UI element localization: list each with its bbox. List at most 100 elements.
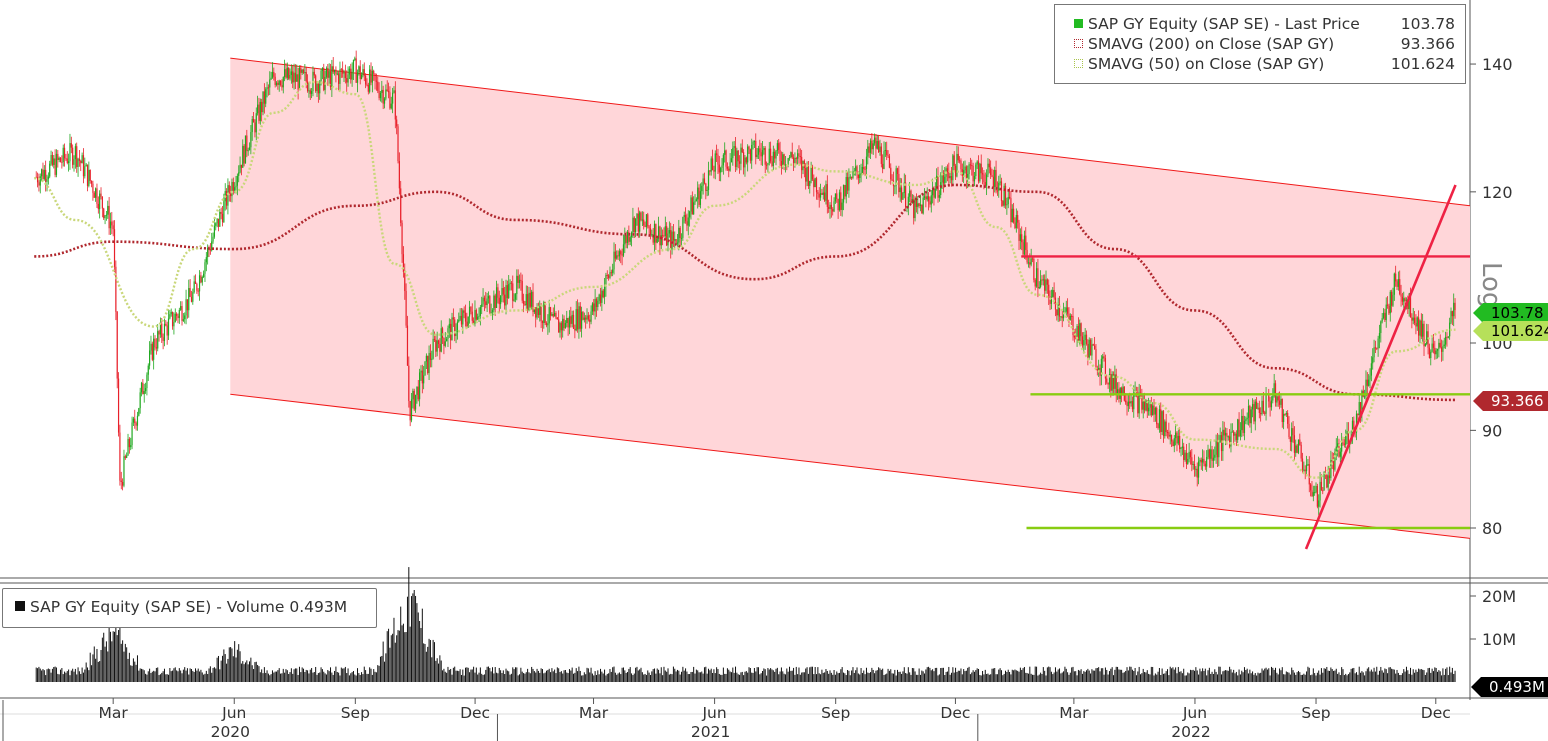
volume-bar xyxy=(762,670,764,682)
volume-bar xyxy=(1342,669,1344,682)
candle-body xyxy=(377,81,379,91)
candle-body xyxy=(595,298,598,307)
candle-body xyxy=(540,306,542,321)
volume-bar xyxy=(1307,666,1309,682)
volume-bar xyxy=(1038,674,1040,682)
volume-bar xyxy=(1196,670,1198,682)
volume-bar xyxy=(695,669,697,682)
volume-bar xyxy=(1233,669,1235,682)
volume-bar xyxy=(771,669,773,682)
volume-bar xyxy=(1167,669,1169,682)
volume-bar xyxy=(1049,667,1051,682)
volume-bar xyxy=(88,670,90,682)
volume-bar xyxy=(1018,671,1020,682)
candle-body xyxy=(1424,343,1426,347)
candle-body xyxy=(1292,428,1294,436)
candle-body xyxy=(884,150,886,152)
volume-bar xyxy=(1261,668,1263,682)
candle-body xyxy=(374,73,376,81)
candle-body xyxy=(1393,273,1395,295)
candle-body xyxy=(359,66,361,79)
candle-body xyxy=(566,317,568,324)
volume-bar xyxy=(1333,670,1335,682)
volume-bar xyxy=(1297,670,1299,682)
volume-bar xyxy=(586,667,588,682)
volume-bar xyxy=(91,665,93,682)
volume-bar xyxy=(703,667,705,682)
volume-bar xyxy=(598,674,600,682)
volume-bar xyxy=(753,667,755,682)
volume-bar xyxy=(906,673,908,682)
candle-body xyxy=(132,418,135,423)
candle-body xyxy=(86,164,89,186)
candle-body xyxy=(234,187,236,191)
candle-body xyxy=(124,456,126,458)
year-label-2021: 2021 xyxy=(691,723,730,741)
volume-bar xyxy=(1427,668,1429,682)
candle-body xyxy=(1366,379,1368,386)
candle-body xyxy=(915,199,918,207)
volume-bar xyxy=(1212,673,1214,682)
volume-bar xyxy=(294,668,296,682)
volume-bar xyxy=(321,669,323,682)
volume-bar xyxy=(836,671,838,682)
candle-body xyxy=(1243,420,1246,433)
candle-body xyxy=(1297,439,1300,453)
candle-body xyxy=(1207,449,1209,457)
candle-body xyxy=(772,151,774,166)
candle-body xyxy=(126,455,128,458)
candle-body xyxy=(146,374,148,389)
volume-bar xyxy=(1172,667,1174,682)
candle-body xyxy=(1245,419,1247,421)
candle-body xyxy=(1382,312,1385,319)
volume-bar xyxy=(822,672,824,682)
candle-body xyxy=(1058,304,1061,317)
volume-bar xyxy=(239,651,241,682)
candle-body xyxy=(1396,281,1398,287)
candle-body xyxy=(1037,268,1039,289)
candle-body xyxy=(1405,299,1408,302)
volume-bar xyxy=(882,668,884,682)
month-label-0: Mar xyxy=(99,704,129,722)
volume-bar xyxy=(556,667,558,682)
volume-bar xyxy=(1392,669,1394,682)
candle-body xyxy=(238,172,240,176)
candle-body xyxy=(1293,435,1296,453)
volume-bar xyxy=(529,673,531,682)
candle-body xyxy=(776,143,778,151)
candle-body xyxy=(363,69,365,76)
volume-bar xyxy=(1304,674,1306,682)
volume-bar xyxy=(768,669,770,682)
volume-bar xyxy=(315,666,317,682)
volume-bar xyxy=(1404,671,1406,682)
volume-bar xyxy=(159,674,161,682)
candle-body xyxy=(703,178,706,184)
volume-bar xyxy=(262,673,264,682)
candle-body xyxy=(1435,350,1437,355)
volume-bar xyxy=(1125,670,1127,682)
volume-bar xyxy=(431,657,433,682)
candle-body xyxy=(1189,451,1192,458)
candle-body xyxy=(290,71,292,75)
volume-bar xyxy=(1037,675,1039,682)
candle-body xyxy=(230,193,232,197)
volume-bar xyxy=(986,673,988,682)
volume-bar xyxy=(990,674,992,682)
volume-bar xyxy=(100,649,102,682)
candle-body xyxy=(180,306,182,310)
volume-bar xyxy=(928,666,930,682)
candle-body xyxy=(1064,311,1066,313)
candle-body xyxy=(1079,323,1081,342)
volume-bar xyxy=(921,670,923,682)
candle-body xyxy=(617,255,619,257)
volume-bar xyxy=(490,671,492,682)
volume-bar xyxy=(1194,670,1196,682)
candle-body xyxy=(490,312,492,314)
candle-body xyxy=(485,301,487,306)
volume-bar xyxy=(686,671,688,682)
volume-bar xyxy=(516,667,518,682)
volume-bar xyxy=(697,670,699,682)
candle-body xyxy=(570,316,572,324)
volume-bar xyxy=(374,671,376,682)
candle-body xyxy=(468,306,471,317)
